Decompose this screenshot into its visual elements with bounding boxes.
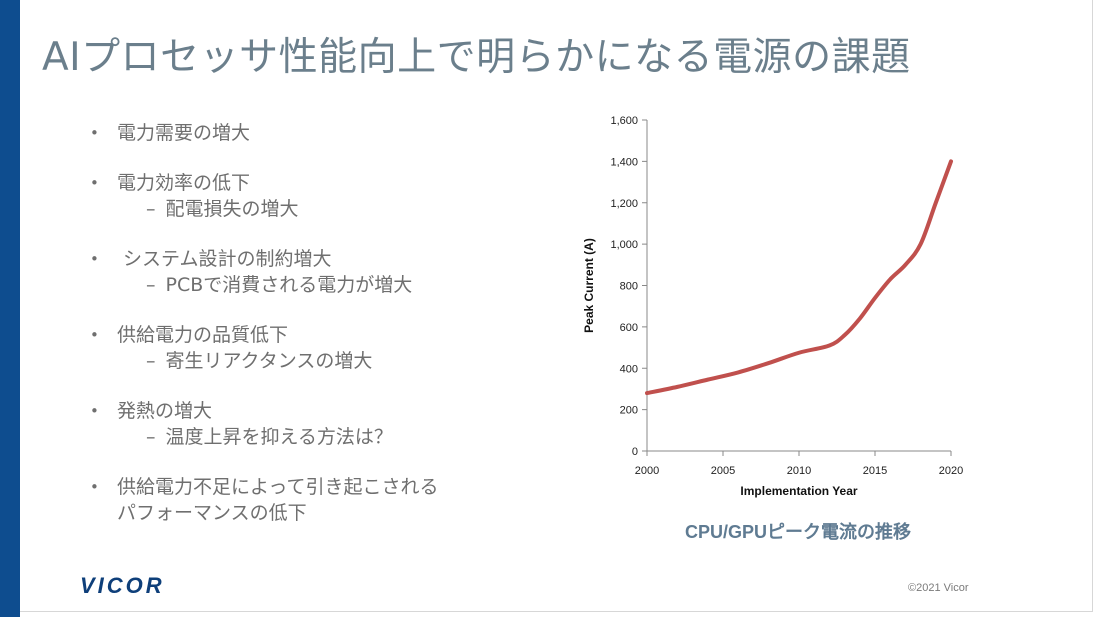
x-axis-label: Implementation Year	[740, 484, 857, 498]
peak-current-chart: 0 200 400 600 800 1,000 1,200 1,400 1,600 2000 200…	[582, 115, 963, 498]
bullet-text: 電力需要の増大	[117, 122, 251, 144]
sub-bullet-text: 寄生リアクタンスの増大	[165, 350, 373, 372]
sub-bullet-text: 配電損失の増大	[165, 198, 299, 220]
y-tick-label: 600	[620, 322, 638, 334]
sub-bullet: – 温度上昇を抑える方法は？	[90, 424, 550, 450]
sub-bullet-dash: –	[146, 198, 156, 220]
x-tick-label: 2020	[939, 465, 963, 477]
sub-bullet: – 寄生リアクタンスの増大	[90, 348, 550, 374]
x-tick-label: 2005	[711, 465, 735, 477]
bullet-symbol: •	[90, 478, 99, 496]
bullet-item: • 発熱の増大 – 温度上昇を抑える方法は？	[90, 398, 550, 450]
sub-bullet: – 配電損失の増大	[90, 196, 550, 222]
bullet-text: 供給電力の品質低下	[117, 324, 289, 346]
bullet-symbol: •	[90, 326, 99, 344]
sub-bullet-text: PCBで消費される電力が増大	[165, 274, 413, 296]
y-tick-label: 1,400	[610, 156, 638, 168]
sidebar-accent-bar	[0, 0, 20, 617]
y-axis-label: Peak Current (A)	[582, 238, 596, 333]
y-tick-label: 0	[632, 446, 638, 458]
bullet-text: 発熱の増大	[117, 400, 213, 422]
bullet-text: 電力効率の低下	[117, 172, 251, 194]
bullet-item: • 供給電力の品質低下 – 寄生リアクタンスの増大	[90, 322, 550, 374]
y-tick-label: 200	[620, 405, 638, 417]
bullet-symbol: •	[90, 250, 99, 268]
sub-bullet-text: 温度上昇を抑える方法は？	[165, 426, 393, 448]
bullet-item: • システム設計の制約増大 – PCBで消費される電力が増大	[90, 246, 550, 298]
bullet-symbol: •	[90, 124, 99, 142]
bullet-item: • 電力需要の増大	[90, 120, 550, 146]
bullet-symbol: •	[90, 402, 99, 420]
bullet-item: • 供給電力不足によって引き起こされる パフォーマンスの低下	[90, 474, 550, 526]
bullet-item: • 電力効率の低下 – 配電損失の増大	[90, 170, 550, 222]
chart-caption: CPU/GPUピーク電流の推移	[685, 522, 912, 542]
y-tick-label: 1,600	[610, 115, 638, 127]
peak-current-series-line	[645, 159, 953, 396]
bullet-text: 供給電力不足によって引き起こされる	[117, 476, 439, 498]
y-tick-label: 400	[620, 363, 638, 375]
slide-frame	[20, 0, 1093, 612]
y-tick-label: 1,200	[610, 198, 638, 210]
bullet-list: • 電力需要の増大 • 電力効率の低下 – 配電損失の増大 • システム設計の制約…	[90, 120, 550, 550]
slide-title: AIプロセッサ性能向上で明らかになる電源の課題	[42, 35, 911, 80]
x-tick-label: 2015	[863, 465, 887, 477]
bullet-text: システム設計の制約増大	[117, 248, 332, 270]
y-tick-label: 800	[620, 281, 638, 293]
y-tick-label: 1,000	[610, 239, 638, 251]
vicor-logo: VICOR	[80, 573, 165, 598]
sub-bullet-dash: –	[146, 274, 156, 296]
x-tick-label: 2000	[635, 465, 659, 477]
bullet-text-continued: パフォーマンスの低下	[117, 502, 307, 524]
sub-bullet: – PCBで消費される電力が増大	[90, 272, 550, 298]
copyright-text: ©2021 Vicor	[908, 582, 969, 594]
sub-bullet-dash: –	[146, 426, 156, 448]
bullet-symbol: •	[90, 174, 99, 192]
sub-bullet-dash: –	[146, 350, 156, 372]
x-tick-label: 2010	[787, 465, 811, 477]
